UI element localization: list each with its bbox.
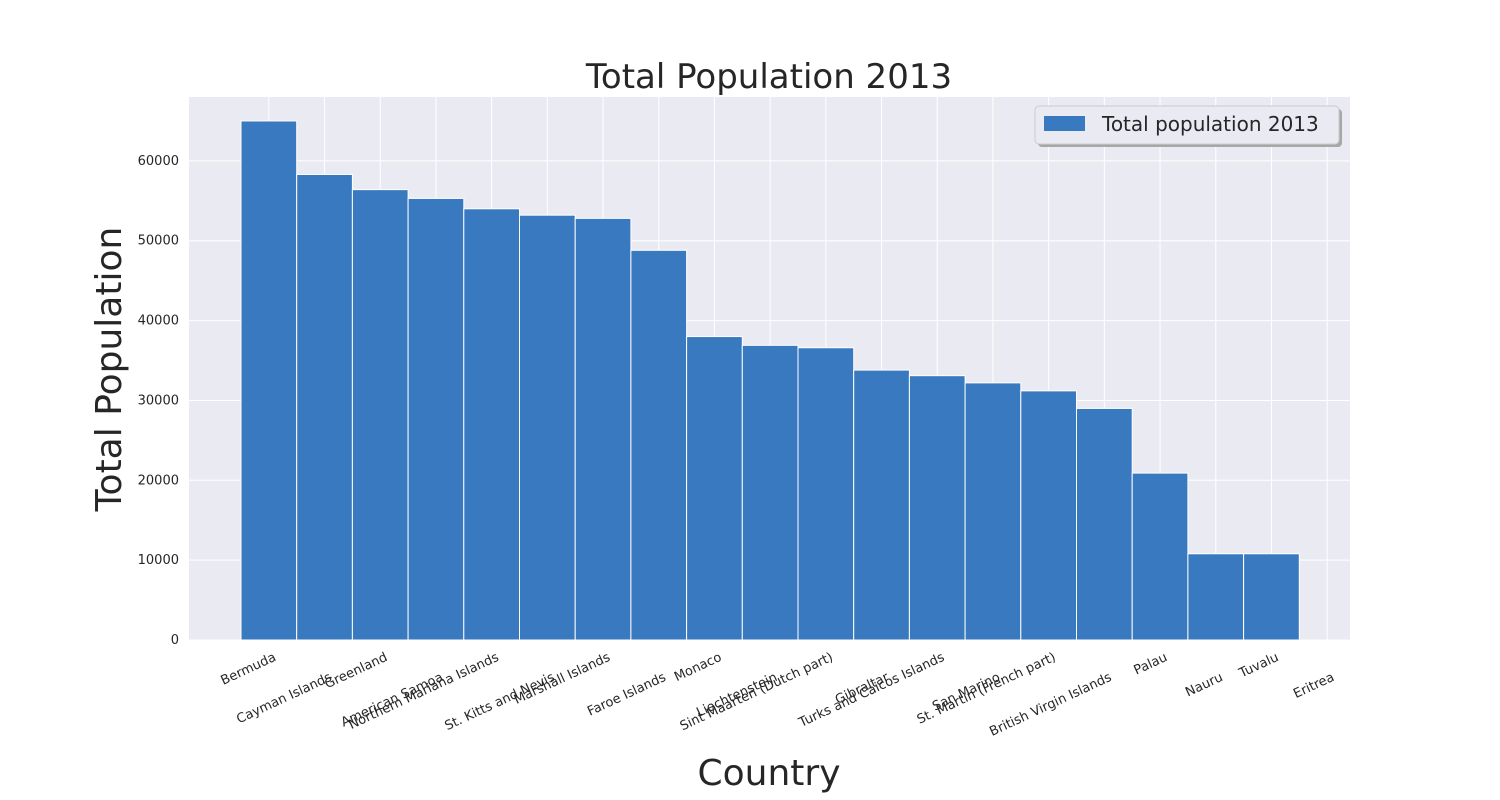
y-tick-label: 30000 <box>138 393 179 408</box>
y-tick-label: 10000 <box>138 553 179 568</box>
bar-nauru <box>1187 553 1245 641</box>
bar-marshall-islands <box>574 217 632 641</box>
x-tick-label: Cayman Islands <box>234 670 334 727</box>
x-tick-label: Palau <box>1132 650 1170 678</box>
bar-monaco <box>686 336 743 641</box>
x-tick-label: Eritrea <box>1291 670 1337 702</box>
bar-sint-maarten-dutch-part <box>797 347 855 641</box>
bar-st-kitts-and-nevis <box>519 214 576 641</box>
bar-bermuda <box>240 120 298 641</box>
bar-turks-and-caicos-islands <box>908 375 966 641</box>
x-tick-label: Tuvalu <box>1236 650 1281 682</box>
y-tick-label: 60000 <box>138 154 179 169</box>
bar-tuvalu <box>1243 553 1300 641</box>
legend-swatch <box>1044 116 1085 131</box>
bar-northern-mariana-islands <box>463 208 520 641</box>
bars <box>240 120 1300 641</box>
bar-cayman-islands <box>296 173 353 641</box>
x-axis-label: Country <box>697 753 840 794</box>
chart-title: Total Population 2013 <box>585 57 952 97</box>
y-tick-label: 0 <box>171 633 179 648</box>
legend-entry: Total population 2013 <box>1101 112 1319 136</box>
bar-gibraltar <box>853 369 910 641</box>
y-tick-label: 20000 <box>138 473 179 488</box>
bar-palau <box>1131 472 1189 641</box>
y-axis-ticks: 0 10000 20000 30000 40000 50000 60000 <box>138 154 179 648</box>
y-axis-label: Total Population <box>89 227 130 513</box>
x-tick-label: Bermuda <box>219 650 279 689</box>
y-tick-label: 50000 <box>138 234 179 249</box>
legend-box <box>1034 105 1340 145</box>
bar-greenland <box>351 189 409 641</box>
x-tick-label: Greenland <box>322 650 389 692</box>
x-tick-label: Nauru <box>1183 670 1225 700</box>
x-tick-label: Faroe Islands <box>585 670 668 720</box>
bar-st-martin-french-part <box>1020 390 1077 641</box>
bar-faroe-islands <box>630 249 688 641</box>
bar-british-virgin-islands <box>1076 407 1133 641</box>
y-tick-label: 40000 <box>138 314 179 329</box>
legend: Total population 2013 <box>1034 105 1342 147</box>
bar-american-samoa <box>407 197 465 641</box>
x-tick-label: Monaco <box>672 650 724 685</box>
bar-liechtenstein <box>741 344 799 641</box>
bar-san-marino <box>964 382 1022 641</box>
